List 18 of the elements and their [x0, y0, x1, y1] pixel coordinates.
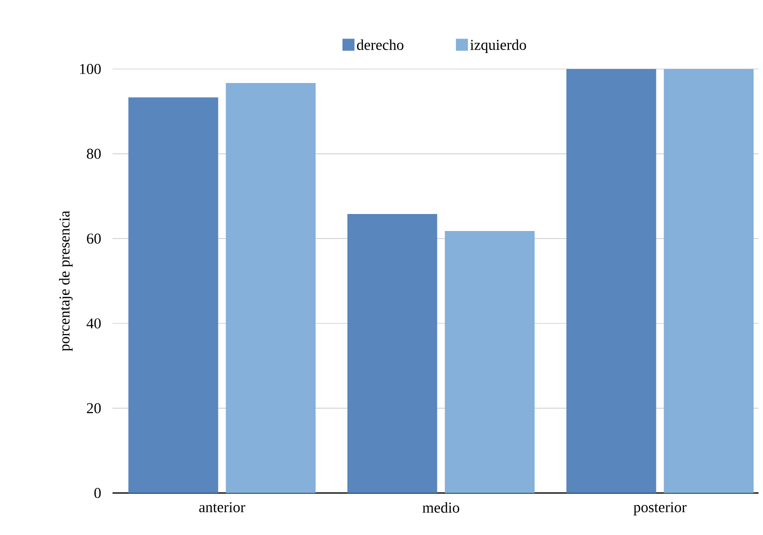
bar	[664, 68, 754, 493]
x-tick-label: anterior	[199, 502, 246, 512]
bar	[347, 214, 438, 493]
bar	[444, 230, 535, 493]
bar	[566, 68, 656, 493]
x-tick-label: medio	[422, 502, 460, 513]
y-tick-label: 0	[94, 488, 101, 498]
bar	[226, 82, 316, 493]
y-axis-title: porcentaje de presencia	[59, 210, 73, 352]
y-tick-label: 40	[86, 318, 101, 328]
legend-label: derecho	[357, 39, 404, 50]
y-tick-label: 20	[86, 403, 101, 414]
y-tick-label: 80	[86, 148, 101, 159]
legend-label: izquierdo	[470, 39, 526, 54]
y-tick-label: 100	[80, 64, 101, 74]
bar	[128, 97, 218, 493]
y-tick-label: 60	[86, 234, 101, 244]
x-tick-label: posterior	[634, 502, 687, 516]
